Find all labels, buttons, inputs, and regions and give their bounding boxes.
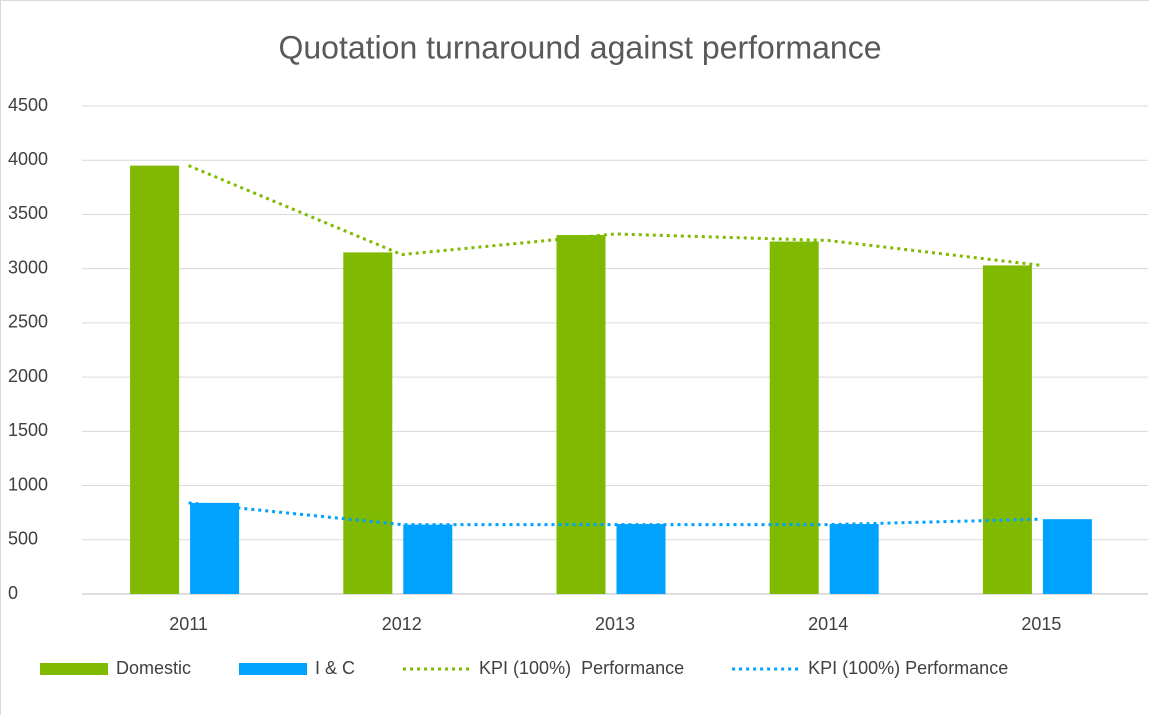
y-tick-label: 4500 [8, 95, 48, 115]
y-tick-label: 0 [8, 583, 18, 603]
bar [769, 241, 819, 595]
legend-swatch [40, 663, 108, 675]
x-tick-label: 2011 [169, 614, 208, 634]
x-tick-label: 2013 [595, 614, 635, 634]
y-tick-label: 500 [8, 529, 38, 549]
bar [343, 252, 393, 594]
chart-title: Quotation turnaround against performance [278, 29, 881, 65]
bar [190, 502, 240, 594]
bar [403, 524, 453, 594]
legend-label: Domestic [116, 658, 191, 678]
y-tick-label: 1500 [8, 420, 48, 440]
legend-swatch [239, 663, 308, 675]
bar [1042, 519, 1092, 594]
y-tick-label: 2000 [8, 366, 48, 386]
kpi-line [188, 164, 1042, 267]
bar [556, 235, 606, 594]
bar [616, 524, 666, 594]
y-tick-label: 1000 [8, 474, 48, 494]
bar [130, 165, 180, 594]
kpi-line [188, 501, 1042, 527]
y-tick-label: 4000 [8, 149, 48, 169]
legend-label: KPI (100%) Performance [479, 658, 684, 678]
x-tick-label: 2015 [1021, 614, 1061, 634]
y-tick-label: 2500 [8, 312, 48, 332]
bar [982, 265, 1032, 594]
x-tick-label: 2012 [382, 614, 422, 634]
y-tick-label: 3000 [8, 257, 48, 277]
legend-label: KPI (100%) Performance [808, 658, 1008, 678]
bar [829, 524, 879, 594]
legend-label: I & C [315, 658, 355, 678]
x-tick-label: 2014 [808, 614, 848, 634]
y-tick-label: 3500 [8, 203, 48, 223]
